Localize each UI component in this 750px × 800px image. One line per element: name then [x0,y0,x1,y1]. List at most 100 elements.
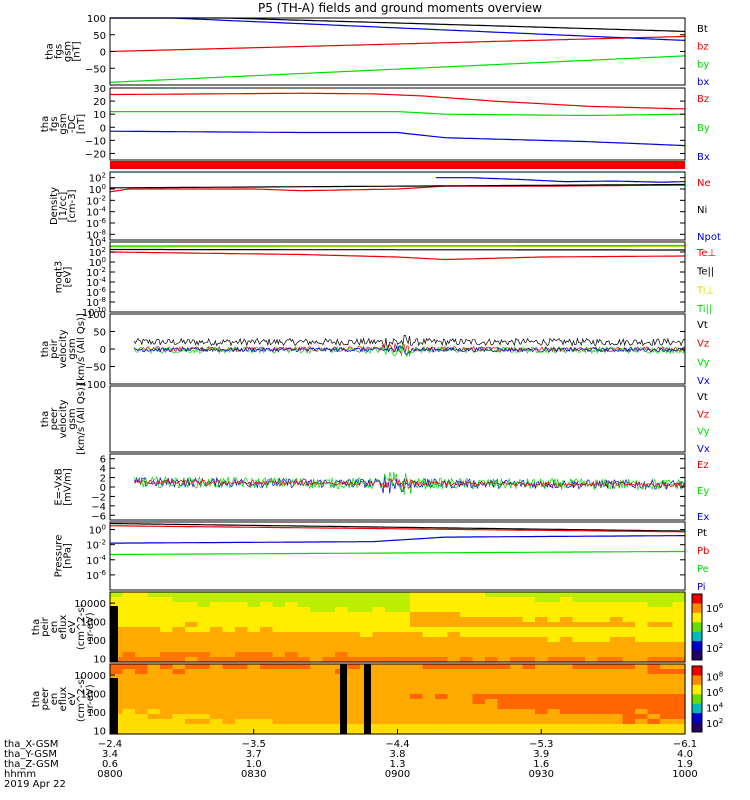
spectrogram-cell [185,622,199,628]
spectrogram-cell [347,679,361,685]
spectrogram-cell [160,729,174,735]
spectrogram-cell [185,684,199,690]
spectrogram-cell [372,607,386,613]
spectrogram-cell [485,637,499,643]
x-tick-label: −4.4 [385,739,409,750]
y-tick-label: 20 [93,97,106,108]
spectrogram-cell [185,689,199,695]
spectrogram-cell [510,709,524,715]
spectrogram-cell [285,699,299,705]
spectrogram-cell [235,664,249,670]
spectrogram-cell [447,699,461,705]
spectrogram-cell [635,729,649,735]
colorbar-band [692,622,702,633]
spectrogram-cell [360,612,374,618]
panel-frame [109,17,686,86]
spectrogram-cell [372,597,386,603]
spectrogram-cell [372,709,386,715]
spectrogram-cell [122,597,136,603]
spectrogram-cell [222,694,236,700]
spectrogram-cell [297,652,311,658]
spectrogram-cell [485,627,499,633]
spectrogram-cell [147,647,161,653]
spectrogram-cell [297,642,311,648]
spectrogram-cell [460,674,474,680]
spectrogram-cell [472,694,486,700]
spectrogram-cell [147,602,161,608]
y-axis-label: Density[1/cc][cm-3] [49,187,78,225]
y-axis-label-line: peer [49,407,60,431]
spectrogram-cell [247,684,261,690]
spectrogram-cell [110,597,124,603]
spectrogram-cell [447,714,461,720]
spectrogram-cell [185,637,199,643]
spectrogram-cell [435,684,449,690]
spectrogram-cell [522,669,536,675]
spectrogram-cell [597,607,611,613]
x-tick-label: 3.4 [102,749,118,760]
spectrogram-cell [447,657,461,663]
spectrogram-cell [172,709,186,715]
spectrogram-cell [635,602,649,608]
spectrogram-cell [147,729,161,735]
spectrogram-cell [297,632,311,638]
spectrogram-cell [385,597,399,603]
x-tick-label: 0830 [241,769,266,780]
spectrogram-cell [397,724,411,730]
spectrogram-cell [522,709,536,715]
spectrogram-cell [435,679,449,685]
spectrogram-cell [222,709,236,715]
spectrogram-cell [422,657,436,663]
spectrogram-cell [122,607,136,613]
spectrogram-cell [222,637,236,643]
spectrogram-cell [210,709,224,715]
spectrogram-cell [422,622,436,628]
spectrogram-cell [472,719,486,725]
spectrogram-cell [660,652,674,658]
spectrogram-cell [122,612,136,618]
spectrogram-cell [260,669,274,675]
spectrogram-cell [547,597,561,603]
spectrogram-cell [135,689,149,695]
spectrogram-cell [397,652,411,658]
spectrogram-cell [310,637,324,643]
spectrogram-cell [160,657,174,663]
spectrogram-cell [247,689,261,695]
y-axis-label-line: Pressure [54,535,65,578]
spectrogram-cell [510,607,524,613]
spectrogram-cell [560,724,574,730]
spectrogram-cell [522,622,536,628]
spectrogram-cell [272,714,286,720]
spectrogram-cell [435,689,449,695]
spectrogram-cell [547,632,561,638]
spectrogram-cell [597,597,611,603]
spectrogram-cell [672,714,686,720]
spectrogram-cell [297,622,311,628]
spectrogram-cell [372,704,386,710]
spectrogram-cell [660,627,674,633]
spectrogram-cell [222,657,236,663]
spectrogram-cell [297,602,311,608]
spectrogram-cell [610,622,624,628]
spectrogram-cell [610,729,624,735]
y-tick-label: 0 [100,123,106,134]
spectrogram-cell [360,592,374,598]
spectrogram-cell [285,632,299,638]
spectrogram-cell [647,597,661,603]
spectrogram-cell [322,592,336,598]
spectrogram-cell [560,714,574,720]
y-tick-label: 10 [93,726,106,737]
spectrogram-cell [422,694,436,700]
spectrogram-cell [197,674,211,680]
spectrogram-cell [172,647,186,653]
spectrogram-cell [522,647,536,653]
y-tick-label: 100 [87,310,106,321]
spectrogram-cell [597,729,611,735]
spectrogram-cell [247,647,261,653]
spectrogram-cell [497,699,511,705]
panel-frame [109,521,686,591]
spectrogram-cell [135,622,149,628]
spectrogram-cell [497,714,511,720]
